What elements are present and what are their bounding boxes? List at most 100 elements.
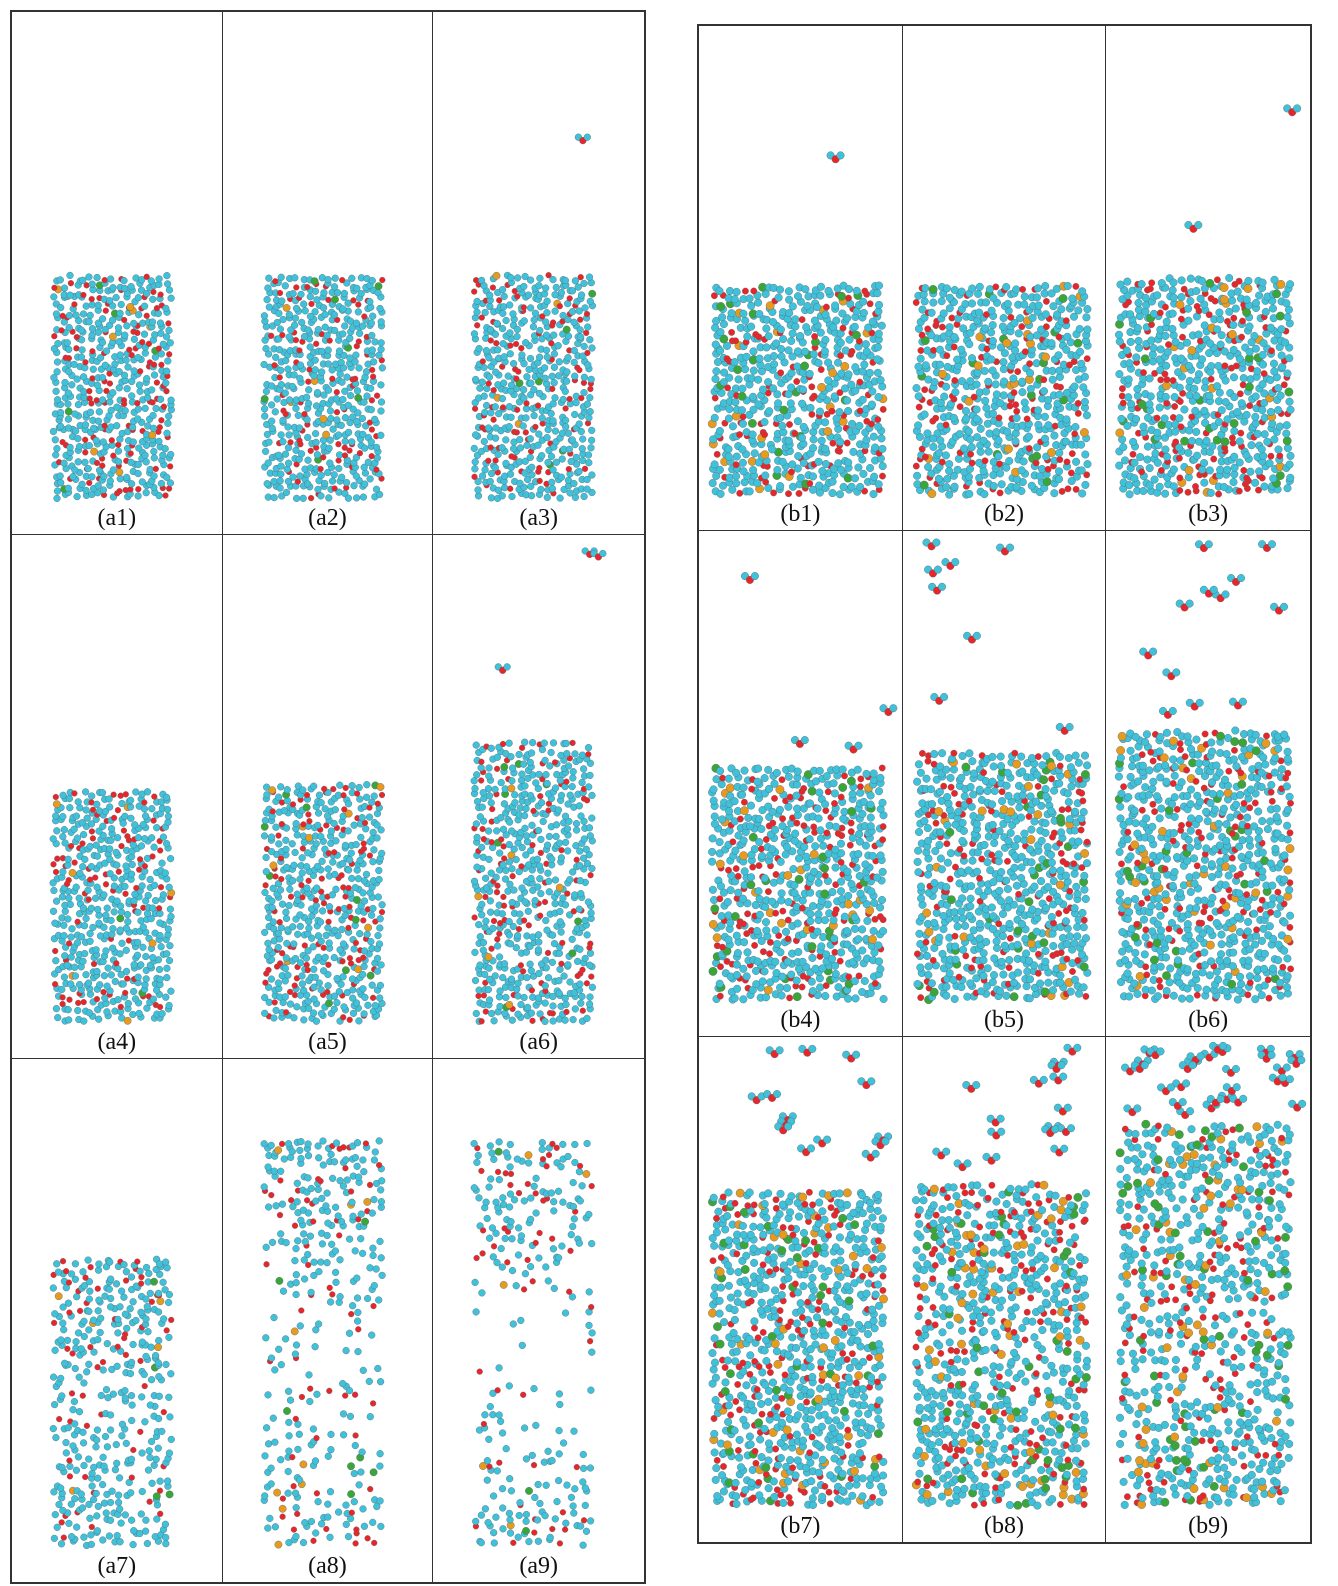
atom bbox=[285, 431, 293, 439]
atom bbox=[770, 360, 779, 369]
atom bbox=[74, 435, 82, 443]
atom bbox=[109, 1390, 117, 1398]
atom bbox=[550, 319, 557, 326]
atom bbox=[793, 292, 802, 301]
atom bbox=[777, 369, 785, 377]
atom bbox=[583, 1015, 591, 1023]
atom bbox=[114, 324, 123, 332]
atom bbox=[852, 330, 861, 340]
atom bbox=[130, 1526, 138, 1534]
atom bbox=[583, 1139, 592, 1147]
atom bbox=[324, 494, 333, 502]
atom bbox=[348, 413, 356, 421]
atom bbox=[64, 1423, 72, 1431]
atom bbox=[581, 835, 589, 843]
atom bbox=[330, 311, 338, 319]
atom bbox=[724, 452, 733, 461]
atom bbox=[317, 1519, 325, 1528]
atom bbox=[538, 452, 546, 460]
atom bbox=[281, 837, 290, 845]
atom bbox=[373, 1364, 382, 1372]
atom bbox=[587, 909, 596, 917]
atom bbox=[586, 772, 594, 780]
atom bbox=[759, 385, 768, 394]
atom bbox=[267, 401, 275, 409]
snapshot-panel: (b2) bbox=[902, 26, 1107, 532]
atom bbox=[482, 917, 490, 926]
molecular-snapshot bbox=[470, 547, 607, 1026]
atom bbox=[265, 438, 273, 446]
atom bbox=[496, 1175, 504, 1183]
atom bbox=[326, 415, 335, 423]
atom bbox=[166, 485, 173, 492]
atom bbox=[527, 875, 536, 883]
atom bbox=[568, 949, 577, 958]
atom bbox=[293, 1510, 300, 1517]
atom bbox=[54, 855, 61, 863]
atom bbox=[566, 876, 574, 884]
atom bbox=[321, 323, 329, 331]
atom bbox=[828, 477, 837, 486]
atom bbox=[474, 477, 483, 486]
atom bbox=[302, 884, 311, 893]
atom bbox=[157, 329, 165, 338]
atom bbox=[106, 477, 114, 485]
atom bbox=[148, 431, 157, 439]
atom bbox=[476, 384, 484, 392]
atom bbox=[348, 994, 356, 1003]
atom bbox=[167, 1369, 175, 1378]
atom bbox=[85, 442, 93, 450]
atom bbox=[1082, 471, 1090, 479]
atom bbox=[508, 1170, 515, 1177]
atom bbox=[539, 313, 546, 320]
atom bbox=[334, 441, 342, 448]
atom bbox=[837, 369, 846, 378]
atom bbox=[85, 1455, 93, 1463]
atom bbox=[844, 285, 853, 294]
atom bbox=[74, 1007, 82, 1015]
atom bbox=[54, 1014, 62, 1022]
atom bbox=[774, 399, 783, 408]
atom bbox=[490, 358, 498, 366]
atom bbox=[528, 967, 536, 975]
atom bbox=[537, 485, 545, 494]
atom bbox=[542, 318, 550, 326]
atom bbox=[368, 858, 377, 866]
atom bbox=[363, 1197, 371, 1206]
atom bbox=[271, 278, 279, 285]
atom bbox=[544, 353, 552, 361]
atom bbox=[64, 407, 73, 416]
atom bbox=[490, 1528, 498, 1536]
atom bbox=[89, 365, 97, 373]
atom bbox=[844, 458, 853, 467]
atom bbox=[537, 836, 545, 844]
atom bbox=[501, 902, 508, 910]
atom bbox=[155, 1308, 163, 1316]
atom bbox=[95, 919, 103, 928]
snapshot-panel: (a3) bbox=[433, 12, 644, 536]
molecular-snapshot bbox=[470, 1137, 597, 1549]
atom bbox=[295, 1430, 303, 1438]
atom bbox=[745, 487, 754, 496]
atom bbox=[800, 361, 810, 371]
atom bbox=[111, 360, 119, 368]
atom bbox=[303, 284, 311, 291]
atom bbox=[496, 297, 503, 304]
atom bbox=[584, 323, 592, 331]
atom bbox=[118, 843, 125, 850]
atom bbox=[86, 938, 94, 946]
atom bbox=[109, 284, 117, 292]
atom bbox=[514, 1533, 523, 1541]
atom bbox=[59, 1506, 67, 1514]
atom bbox=[263, 430, 271, 439]
atom bbox=[282, 1009, 289, 1016]
atom bbox=[1081, 480, 1090, 489]
atom bbox=[341, 966, 350, 975]
atom bbox=[142, 1352, 150, 1360]
atom bbox=[506, 881, 514, 889]
atom bbox=[57, 479, 65, 487]
atom bbox=[578, 1181, 587, 1190]
atom bbox=[516, 479, 524, 487]
atom bbox=[482, 894, 489, 901]
atom bbox=[859, 297, 868, 306]
